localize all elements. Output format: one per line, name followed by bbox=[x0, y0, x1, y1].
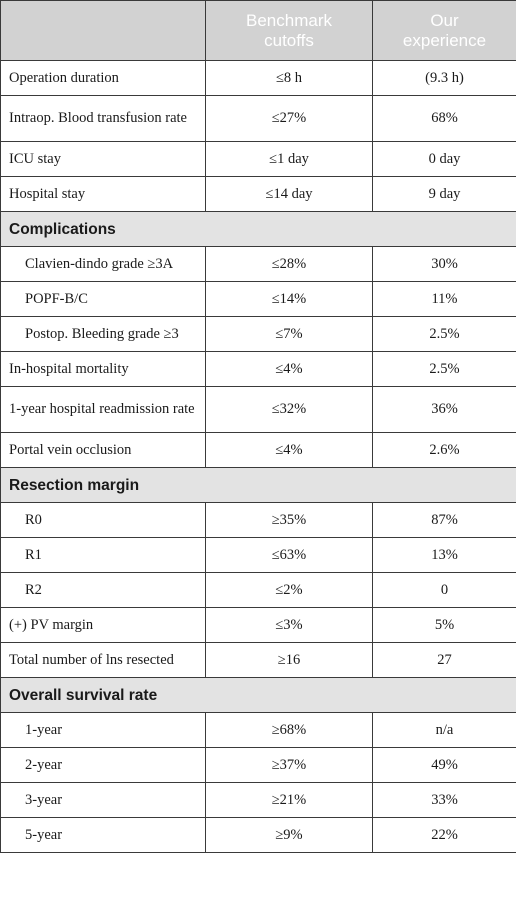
our-experience-value: (9.3 h) bbox=[372, 60, 516, 96]
benchmark-value: ≤4% bbox=[205, 432, 373, 468]
benchmark-value: ≤14% bbox=[205, 281, 373, 317]
table-row: Clavien-dindo grade ≥3A ≤28% 30% bbox=[0, 246, 516, 282]
metric-label: Clavien-dindo grade ≥3A bbox=[0, 246, 206, 282]
metric-label: 1-year hospital readmission rate bbox=[0, 386, 206, 433]
metric-label: Operation duration bbox=[0, 60, 206, 96]
section-title: Overall survival rate bbox=[0, 677, 516, 713]
table-row: Operation duration ≤8 h (9.3 h) bbox=[0, 60, 516, 96]
our-experience-value: n/a bbox=[372, 712, 516, 748]
our-experience-value: 87% bbox=[372, 502, 516, 538]
section-title: Resection margin bbox=[0, 467, 516, 503]
section-header-row: Complications bbox=[0, 211, 516, 247]
table-row: R0 ≥35% 87% bbox=[0, 502, 516, 538]
table-row: 1-year ≥68% n/a bbox=[0, 712, 516, 748]
table-row: ICU stay ≤1 day 0 day bbox=[0, 141, 516, 177]
benchmark-value: ≤8 h bbox=[205, 60, 373, 96]
benchmark-value: ≤4% bbox=[205, 351, 373, 387]
table-row: POPF-B/C ≤14% 11% bbox=[0, 281, 516, 317]
table-row: R2 ≤2% 0 bbox=[0, 572, 516, 608]
table-row: 5-year ≥9% 22% bbox=[0, 817, 516, 853]
header-benchmark-line2: cutoffs bbox=[264, 30, 314, 50]
section-title: Complications bbox=[0, 211, 516, 247]
section-header-row: Resection margin bbox=[0, 467, 516, 503]
our-experience-value: 9 day bbox=[372, 176, 516, 212]
benchmark-value: ≤27% bbox=[205, 95, 373, 142]
metric-label: Portal vein occlusion bbox=[0, 432, 206, 468]
our-experience-value: 27 bbox=[372, 642, 516, 678]
benchmark-value: ≤3% bbox=[205, 607, 373, 643]
our-experience-value: 68% bbox=[372, 95, 516, 142]
table-row: Postop. Bleeding grade ≥3 ≤7% 2.5% bbox=[0, 316, 516, 352]
header-benchmark-line1: Benchmark bbox=[246, 10, 332, 30]
our-experience-value: 2.6% bbox=[372, 432, 516, 468]
table-header: Benchmark cutoffs Our experience bbox=[0, 0, 516, 61]
benchmark-value: ≤63% bbox=[205, 537, 373, 573]
benchmark-value: ≤32% bbox=[205, 386, 373, 433]
benchmark-value: ≤1 day bbox=[205, 141, 373, 177]
table-row: In-hospital mortality ≤4% 2.5% bbox=[0, 351, 516, 387]
header-empty-cell bbox=[0, 0, 206, 61]
header-ours-line1: Our bbox=[430, 10, 459, 30]
our-experience-value: 30% bbox=[372, 246, 516, 282]
metric-label: Intraop. Blood transfusion rate bbox=[0, 95, 206, 142]
benchmark-value: ≥35% bbox=[205, 502, 373, 538]
our-experience-value: 2.5% bbox=[372, 351, 516, 387]
our-experience-value: 11% bbox=[372, 281, 516, 317]
our-experience-value: 33% bbox=[372, 782, 516, 818]
table-row: (+) PV margin ≤3% 5% bbox=[0, 607, 516, 643]
table-row: 2-year ≥37% 49% bbox=[0, 747, 516, 783]
metric-label: 3-year bbox=[0, 782, 206, 818]
metric-label: R0 bbox=[0, 502, 206, 538]
benchmark-value: ≤14 day bbox=[205, 176, 373, 212]
our-experience-value: 2.5% bbox=[372, 316, 516, 352]
benchmark-value: ≥68% bbox=[205, 712, 373, 748]
benchmark-value: ≥21% bbox=[205, 782, 373, 818]
table-body: Operation duration ≤8 h (9.3 h) Intraop. Bl… bbox=[0, 60, 516, 853]
benchmark-value: ≤28% bbox=[205, 246, 373, 282]
header-our-experience: Our experience bbox=[372, 0, 516, 61]
benchmark-value: ≤2% bbox=[205, 572, 373, 608]
metric-label: 1-year bbox=[0, 712, 206, 748]
benchmark-value: ≥16 bbox=[205, 642, 373, 678]
metric-label: In-hospital mortality bbox=[0, 351, 206, 387]
metric-label: ICU stay bbox=[0, 141, 206, 177]
table-row: Portal vein occlusion ≤4% 2.6% bbox=[0, 432, 516, 468]
our-experience-value: 49% bbox=[372, 747, 516, 783]
header-ours-line2: experience bbox=[402, 30, 487, 50]
benchmark-table: Benchmark cutoffs Our experience Operati… bbox=[0, 0, 516, 853]
header-row: Benchmark cutoffs Our experience bbox=[0, 0, 516, 61]
our-experience-value: 13% bbox=[372, 537, 516, 573]
table-row: Total number of lns resected ≥16 27 bbox=[0, 642, 516, 678]
table-row: 3-year ≥21% 33% bbox=[0, 782, 516, 818]
table-row: Hospital stay ≤14 day 9 day bbox=[0, 176, 516, 212]
benchmark-value: ≥9% bbox=[205, 817, 373, 853]
our-experience-value: 36% bbox=[372, 386, 516, 433]
table-row: Intraop. Blood transfusion rate ≤27% 68% bbox=[0, 95, 516, 142]
benchmark-value: ≤7% bbox=[205, 316, 373, 352]
header-benchmark-cutoffs: Benchmark cutoffs bbox=[205, 0, 373, 61]
table-row: R1 ≤63% 13% bbox=[0, 537, 516, 573]
metric-label: Hospital stay bbox=[0, 176, 206, 212]
metric-label: POPF-B/C bbox=[0, 281, 206, 317]
metric-label: 2-year bbox=[0, 747, 206, 783]
table-row: 1-year hospital readmission rate ≤32% 36% bbox=[0, 386, 516, 433]
our-experience-value: 0 day bbox=[372, 141, 516, 177]
metric-label: 5-year bbox=[0, 817, 206, 853]
benchmark-value: ≥37% bbox=[205, 747, 373, 783]
metric-label: R1 bbox=[0, 537, 206, 573]
section-header-row: Overall survival rate bbox=[0, 677, 516, 713]
our-experience-value: 5% bbox=[372, 607, 516, 643]
our-experience-value: 22% bbox=[372, 817, 516, 853]
metric-label: (+) PV margin bbox=[0, 607, 206, 643]
metric-label: Total number of lns resected bbox=[0, 642, 206, 678]
metric-label: R2 bbox=[0, 572, 206, 608]
metric-label: Postop. Bleeding grade ≥3 bbox=[0, 316, 206, 352]
our-experience-value: 0 bbox=[372, 572, 516, 608]
